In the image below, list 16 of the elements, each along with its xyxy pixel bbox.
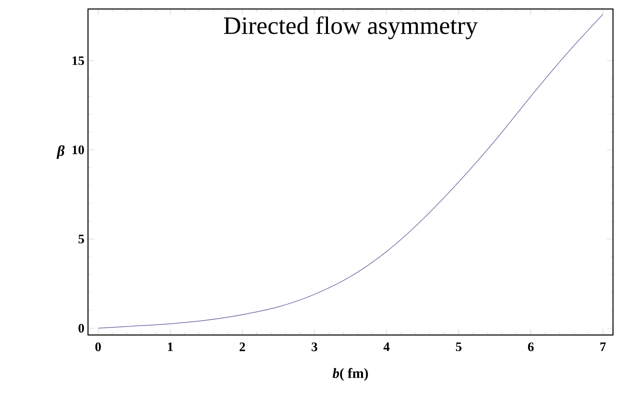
chart-title: Directed flow asymmetry bbox=[224, 16, 478, 40]
x-tick-label: 4 bbox=[383, 342, 390, 352]
line-series bbox=[98, 14, 604, 329]
x-tick-label: 1 bbox=[168, 342, 173, 352]
y-tick-label: 15 bbox=[72, 56, 84, 66]
x-axis-title: b( fm) bbox=[332, 368, 368, 381]
x-tick-label: 3 bbox=[312, 342, 318, 352]
x-tick-label: 0 bbox=[95, 342, 101, 352]
x-tick-label: 2 bbox=[240, 342, 246, 352]
x-tick-label: 6 bbox=[528, 342, 534, 352]
y-axis-title: β bbox=[56, 145, 65, 159]
y-tick-label: 0 bbox=[78, 324, 84, 333]
y-tick-label: 10 bbox=[72, 146, 84, 154]
x-tick-label: 5 bbox=[456, 342, 462, 352]
y-tick-label: 5 bbox=[78, 234, 84, 244]
x-tick-label: 7 bbox=[600, 342, 606, 351]
